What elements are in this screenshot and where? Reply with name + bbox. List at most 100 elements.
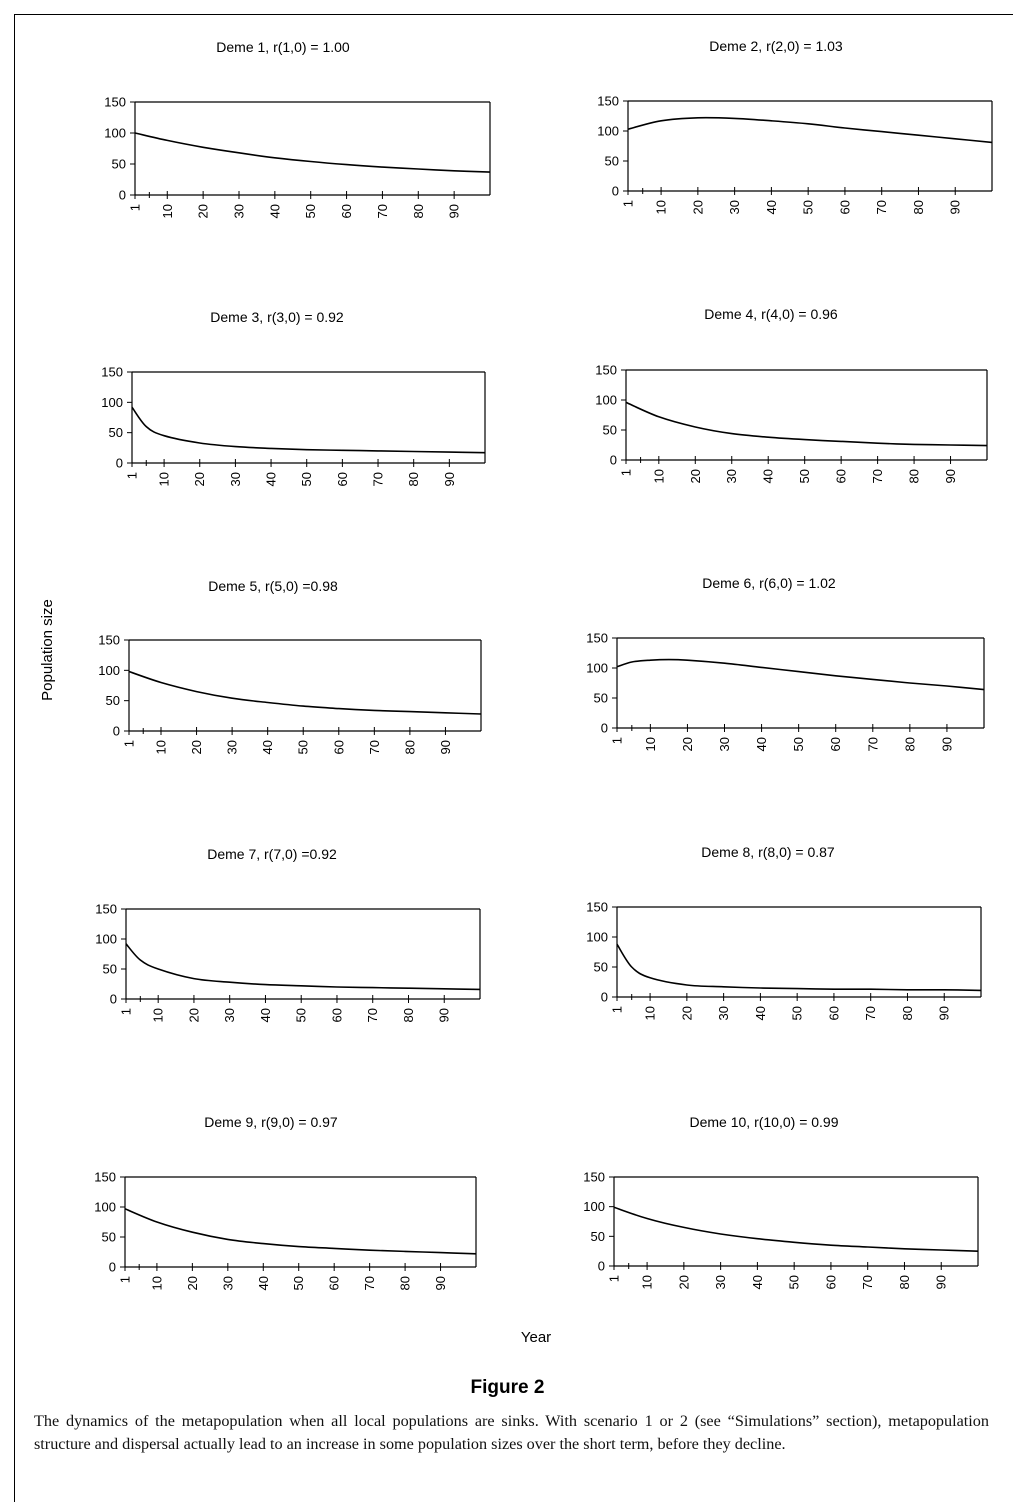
y-tick-label: 150 (104, 95, 126, 110)
x-tick-label: 20 (688, 469, 703, 483)
x-tick-label: 80 (897, 1275, 912, 1289)
x-tick-label: 90 (442, 472, 457, 486)
x-tick-label: 1 (607, 1275, 622, 1282)
y-tick-label: 50 (112, 157, 126, 172)
x-tick-label: 80 (401, 1008, 416, 1022)
x-tick-label: 20 (196, 204, 211, 218)
x-tick-label: 70 (870, 469, 885, 483)
x-tick-label: 1 (621, 200, 636, 207)
x-tick-label: 90 (939, 737, 954, 751)
y-tick-label: 100 (597, 124, 619, 139)
x-tick-label: 60 (331, 740, 346, 754)
x-tick-label: 30 (225, 740, 240, 754)
y-tick-label: 0 (601, 721, 608, 736)
x-tick-label: 10 (160, 204, 175, 218)
x-tick-label: 30 (222, 1008, 237, 1022)
y-tick-label: 0 (113, 724, 120, 739)
x-tick-label: 70 (367, 740, 382, 754)
x-tick-label: 80 (398, 1276, 413, 1290)
panel-title: Deme 1, r(1,0) = 1.00 (216, 39, 350, 55)
x-tick-label: 40 (764, 200, 779, 214)
x-tick-label: 20 (189, 740, 204, 754)
x-tick-label: 10 (640, 1275, 655, 1289)
x-tick-label: 50 (291, 1276, 306, 1290)
x-tick-label: 10 (149, 1276, 164, 1290)
panel-title: Deme 2, r(2,0) = 1.03 (709, 38, 843, 54)
x-tick-label: 1 (128, 204, 143, 211)
chart-panel: Deme 8, r(8,0) = 0.87 0 50 100 150 1 10 20 30 40 5… (586, 844, 982, 1020)
figure-caption: The dynamics of the metapopulation when … (34, 1412, 989, 1453)
y-tick-label: 50 (603, 423, 617, 438)
x-tick-label: 50 (296, 740, 311, 754)
y-tick-label: 150 (583, 1170, 605, 1185)
y-tick-label: 100 (583, 1199, 605, 1214)
x-tick-label: 40 (750, 1275, 765, 1289)
x-tick-label: 80 (402, 740, 417, 754)
x-tick-label: 10 (151, 1008, 166, 1022)
y-tick-label: 100 (95, 932, 117, 947)
panel-title: Deme 3, r(3,0) = 0.92 (210, 309, 344, 325)
y-tick-label: 50 (591, 1229, 605, 1244)
y-tick-label: 100 (98, 663, 120, 678)
y-axis-label: Population size (39, 599, 56, 701)
x-tick-label: 70 (874, 200, 889, 214)
panel-title: Deme 8, r(8,0) = 0.87 (701, 844, 835, 860)
x-tick-label: 60 (828, 737, 843, 751)
panel-title: Deme 10, r(10,0) = 0.99 (689, 1114, 838, 1130)
population-series-line (613, 1206, 979, 1252)
panel-title: Deme 9, r(9,0) = 0.97 (204, 1114, 338, 1130)
population-series-line (128, 670, 482, 715)
x-tick-label: 40 (761, 469, 776, 483)
x-tick-label: 90 (937, 1006, 952, 1020)
y-tick-label: 100 (586, 930, 608, 945)
x-tick-label: 80 (900, 1006, 915, 1020)
y-tick-label: 0 (598, 1259, 605, 1274)
y-tick-label: 150 (94, 1170, 116, 1185)
y-tick-label: 150 (95, 902, 117, 917)
x-tick-label: 20 (192, 472, 207, 486)
x-tick-label: 90 (447, 204, 462, 218)
population-series-line (616, 658, 985, 691)
population-series-line (627, 116, 993, 144)
x-tick-label: 10 (157, 472, 172, 486)
x-tick-label: 10 (643, 1006, 658, 1020)
x-tick-label: 80 (411, 204, 426, 218)
x-tick-label: 90 (948, 200, 963, 214)
y-tick-label: 100 (595, 393, 617, 408)
x-tick-label: 70 (863, 1006, 878, 1020)
population-series-line (124, 1208, 477, 1255)
chart-panel: Deme 1, r(1,0) = 1.00 0 50 100 150 1 10 20 30 40 5… (104, 39, 491, 218)
y-tick-label: 0 (612, 184, 619, 199)
x-tick-label: 70 (371, 472, 386, 486)
x-tick-label: 40 (267, 204, 282, 218)
x-tick-label: 40 (256, 1276, 271, 1290)
x-tick-label: 1 (610, 737, 625, 744)
x-tick-label: 30 (727, 200, 742, 214)
x-tick-label: 70 (860, 1275, 875, 1289)
y-tick-label: 100 (94, 1200, 116, 1215)
x-tick-label: 10 (654, 200, 669, 214)
x-tick-label: 30 (231, 204, 246, 218)
y-tick-label: 50 (103, 962, 117, 977)
chart-panel: Deme 4, r(4,0) = 0.96 0 50 100 150 1 10 20 30 40 5… (595, 306, 988, 483)
x-tick-label: 60 (329, 1008, 344, 1022)
population-series-line (125, 943, 481, 991)
x-tick-label: 10 (154, 740, 169, 754)
x-tick-label: 60 (834, 469, 849, 483)
x-tick-label: 90 (438, 740, 453, 754)
population-series-line (134, 132, 491, 173)
x-tick-label: 60 (339, 204, 354, 218)
x-tick-label: 70 (865, 737, 880, 751)
x-tick-label: 90 (943, 469, 958, 483)
x-tick-label: 30 (717, 737, 732, 751)
y-tick-label: 0 (610, 453, 617, 468)
population-series-line (625, 401, 988, 447)
x-tick-label: 1 (619, 469, 634, 476)
x-tick-label: 50 (294, 1008, 309, 1022)
figure-title: Figure 2 (470, 1377, 545, 1398)
x-tick-label: 60 (826, 1006, 841, 1020)
x-tick-label: 40 (264, 472, 279, 486)
x-tick-label: 60 (335, 472, 350, 486)
y-tick-label: 100 (101, 395, 123, 410)
